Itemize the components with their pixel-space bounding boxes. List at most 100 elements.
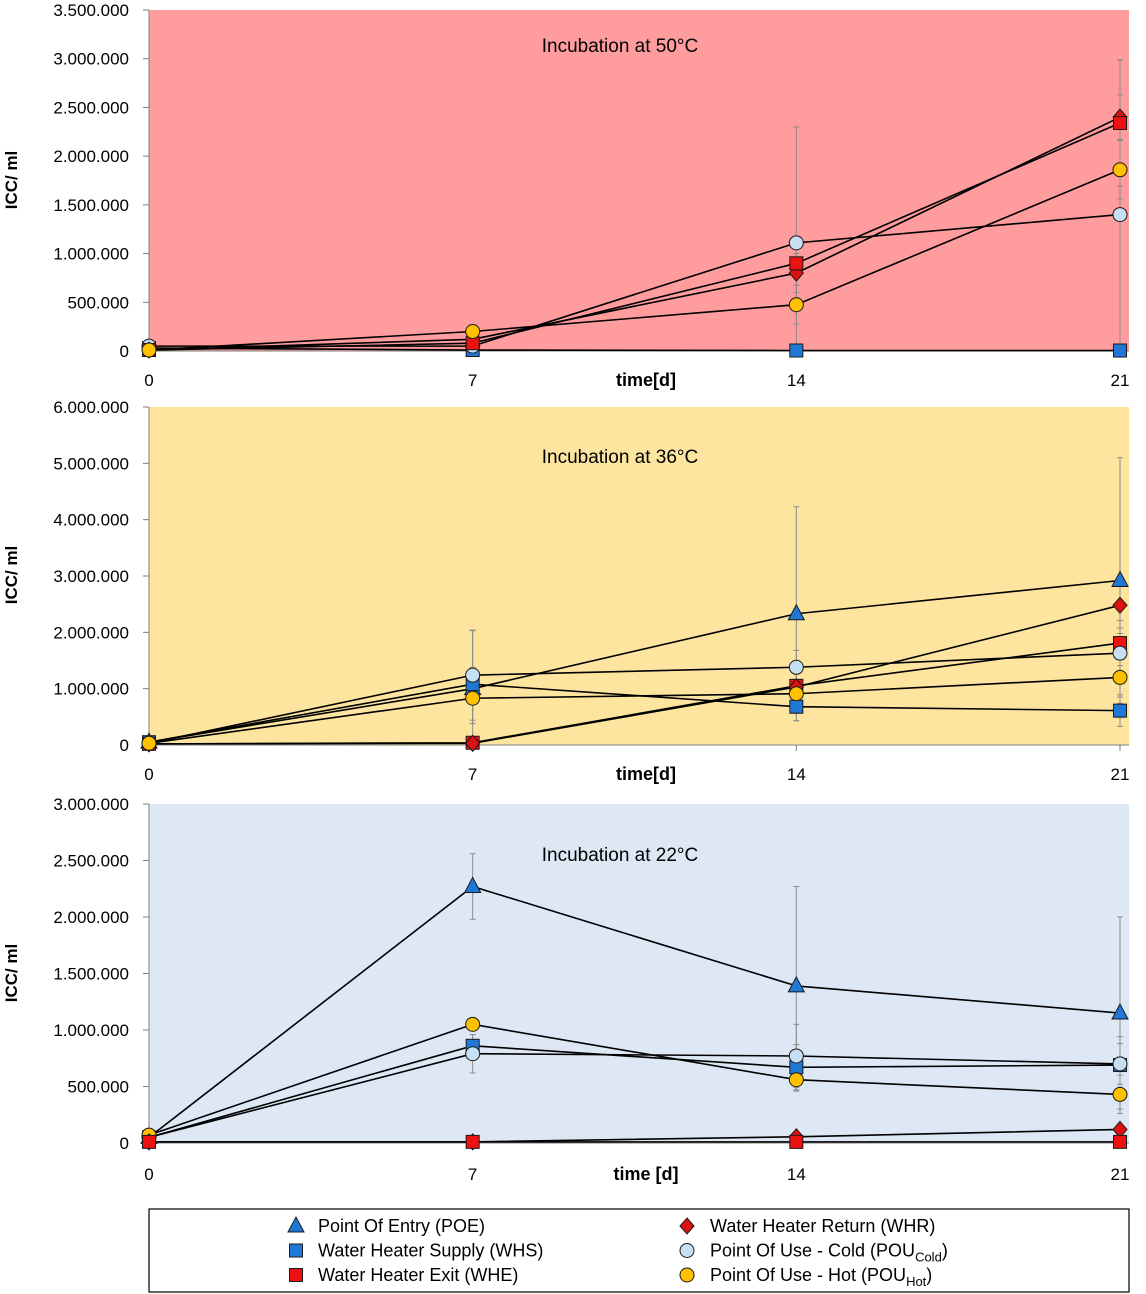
data-point-point-of-entry-poe [1111,1002,1129,1020]
data-point-water-heater-return-whr [1112,596,1128,615]
legend-label: Point Of Entry (POE) [318,1216,485,1236]
data-point-water-heater-exit-whe [789,256,804,271]
x-tick-label: 0 [144,765,153,784]
chart-title: Incubation at 36°C [542,447,699,468]
x-tick-label: 7 [468,765,477,784]
x-axis-label: time[d] [616,764,676,784]
y-tick-label: 1.000.000 [53,1021,129,1040]
data-point-point-of-use-hot-pouhot [465,324,481,340]
data-point-water-heater-supply-whs [789,343,804,358]
y-tick-label: 500.000 [68,293,129,312]
data-point-water-heater-supply-whs [789,699,804,714]
chart-panel-2: 0 1.000.000 2.000.000 3.000.000 4.000.000 5.0… [2,398,1129,784]
y-tick-label: 2.000.000 [53,147,129,166]
data-point-point-of-use-cold-poucold [788,1048,804,1064]
y-axis-label: ICC/ ml [2,151,21,210]
chart-title: Incubation at 22°C [542,845,699,866]
data-point-water-heater-exit-whe [1113,1134,1127,1149]
y-tick-label: 1.500.000 [53,196,129,215]
y-tick-label: 3.000.000 [53,50,129,69]
data-point-water-heater-return-whr [465,734,481,753]
legend-label: Water Heater Exit (WHE) [318,1265,518,1285]
data-point-point-of-use-cold-poucold [1112,645,1128,661]
data-point-water-heater-exit-whe [142,1134,156,1149]
chart-panel-1: 0 500.000 1.000.000 1.500.000 2.000.000 2.500… [2,1,1129,390]
series-line-point-of-use-hot-pouhot [148,1023,1121,1136]
legend-marker-water-heater-exit-whe [289,1268,303,1282]
data-point-point-of-use-hot-pouhot [465,1016,481,1032]
y-tick-label: 6.000.000 [53,398,129,417]
y-tick-label: 500.000 [68,1078,129,1097]
data-point-point-of-use-cold-poucold [465,667,481,683]
plot-background [149,804,1129,1143]
x-tick-label: 14 [787,371,806,390]
data-point-point-of-use-hot-pouhot [1112,1086,1128,1102]
data-point-point-of-entry-poe [787,975,806,993]
legend: Point Of Entry (POE) Water Heater Supply … [148,1208,1130,1293]
data-point-point-of-use-hot-pouhot [788,686,804,702]
series-line-point-of-use-cold-poucold [148,1052,1121,1139]
y-tick-label: 5.000.000 [53,454,129,473]
x-tick-label: 21 [1111,765,1130,784]
x-axis-label: time[d] [616,370,676,390]
x-tick-label: 7 [468,371,477,390]
data-point-point-of-use-cold-poucold [788,235,804,251]
series-line-water-heater-supply-whs [148,347,1120,352]
y-axis-label: ICC/ ml [2,546,21,605]
x-tick-label: 0 [144,1165,153,1184]
y-tick-label: 2.500.000 [53,852,129,871]
y-tick-label: 1.000.000 [53,680,129,699]
legend-label: Water Heater Return (WHR) [710,1216,935,1236]
series-line-point-of-use-hot-pouhot [148,169,1121,351]
data-point-point-of-use-hot-pouhot [141,342,157,358]
y-tick-label: 2.000.000 [53,908,129,927]
x-tick-label: 21 [1111,371,1130,390]
data-point-point-of-entry-poe [787,603,806,621]
series-line-water-heater-return-whr [148,604,1121,745]
series-line-water-heater-exit-whe [148,122,1121,351]
x-tick-label: 0 [144,371,153,390]
y-tick-label: 2.000.000 [53,623,129,642]
series-line-point-of-use-cold-poucold [148,652,1121,745]
data-point-water-heater-exit-whe [1113,116,1127,131]
data-point-point-of-entry-poe [463,876,482,893]
legend-box [148,1208,1130,1293]
data-point-point-of-use-cold-poucold [1112,1056,1128,1072]
y-tick-label: 3.000.000 [53,567,129,586]
legend-marker-point-of-use-hot-pouhot [679,1267,695,1283]
series-line-point-of-use-hot-pouhot [148,676,1121,745]
data-point-water-heater-exit-whe [789,1134,804,1149]
series-line-water-heater-supply-whs [148,1045,1121,1139]
plot-background [149,10,1129,351]
y-tick-label: 3.500.000 [53,1,129,20]
y-tick-label: 0 [120,342,129,361]
x-tick-label: 14 [787,1165,806,1184]
legend-marker-point-of-use-cold-poucold [679,1243,695,1258]
y-tick-label: 0 [120,1134,129,1153]
data-point-point-of-use-cold-poucold [1112,207,1128,223]
x-axis-label: time [d] [614,1164,679,1184]
y-axis-label: ICC/ ml [2,944,21,1003]
x-tick-label: 14 [787,765,806,784]
y-tick-label: 1.000.000 [53,245,129,264]
data-point-water-heater-supply-whs [1113,343,1127,358]
x-tick-label: 21 [1111,1165,1130,1184]
legend-marker-point-of-entry-poe [287,1215,305,1233]
legend-label: Water Heater Supply (WHS) [318,1241,543,1261]
y-tick-label: 3.000.000 [53,795,129,814]
y-tick-label: 1.500.000 [53,965,129,984]
data-point-point-of-use-hot-pouhot [788,297,804,313]
chart-panel-3: 0 500.000 1.000.000 1.500.000 2.000.000 2.500… [2,795,1129,1184]
series-line-point-of-entry-poe [148,885,1121,1138]
series-line-water-heater-return-whr [148,116,1121,351]
data-point-water-heater-exit-whe [465,1134,480,1149]
legend-marker-water-heater-return-whr [679,1217,695,1235]
legend-marker-water-heater-supply-whs [289,1243,303,1258]
chart-title: Incubation at 50°C [542,36,699,57]
plot-background [149,407,1129,745]
series-line-point-of-entry-poe [148,579,1121,743]
data-point-point-of-use-cold-poucold [465,1046,481,1062]
data-point-point-of-use-cold-poucold [788,659,804,675]
data-point-point-of-use-hot-pouhot [465,690,481,706]
